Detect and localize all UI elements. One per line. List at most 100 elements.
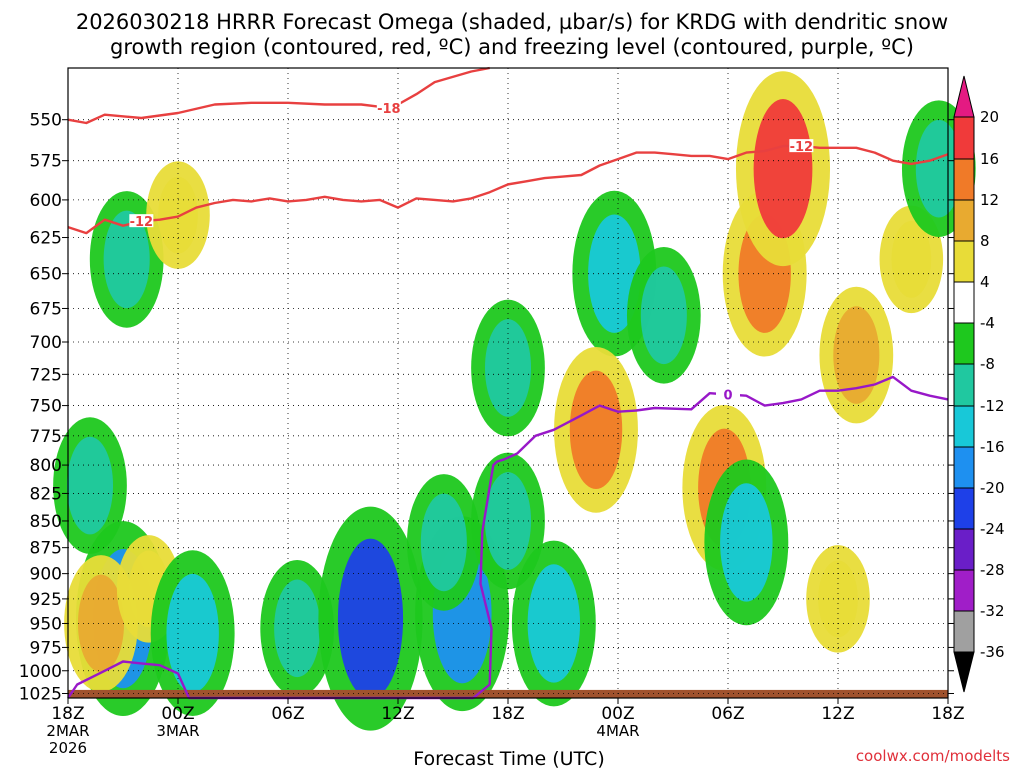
credit-text[interactable]: coolwx.com/modelts: [856, 747, 1010, 765]
colorbar-swatch: [953, 363, 975, 407]
chart-title-line1: 2026030218 HRRR Forecast Omega (shaded, …: [76, 10, 948, 34]
colorbar-swatch: [953, 569, 975, 612]
colorbar-label: -16: [980, 438, 1005, 456]
y-tick-label: 775: [30, 427, 62, 447]
colorbar-label: -36: [980, 643, 1005, 661]
contour-minus12-high: [617, 144, 949, 166]
colorbar: 20 16 12 8 4 -4 -8 -12 -16 -20 -24 -28 -32 -36: [953, 75, 1005, 693]
omega-cell-core: [158, 176, 198, 254]
colorbar-label: 4: [980, 273, 990, 291]
contour-minus18-label: -18: [377, 102, 401, 117]
omega-cell-core: [569, 370, 623, 490]
omega-cell-core: [484, 319, 532, 417]
y-tick-label: 550: [30, 111, 62, 131]
y-tick-label: 900: [30, 565, 62, 585]
y-tick-label: 825: [30, 484, 62, 504]
y-tick-label: 625: [30, 229, 62, 249]
colorbar-swatch: [953, 487, 975, 530]
x-tick-label: 2MAR: [46, 722, 89, 740]
colorbar-swatch: [953, 528, 975, 571]
colorbar-label: -24: [980, 520, 1005, 538]
y-tick-label: 975: [30, 638, 62, 658]
colorbar-swatch: [953, 281, 975, 324]
colorbar-swatch: [953, 240, 975, 283]
colorbar-label: -32: [980, 602, 1005, 620]
y-tick-label: 850: [30, 512, 62, 532]
contour-minus18: [67, 66, 490, 125]
colorbar-label: -28: [980, 561, 1005, 579]
colorbar-label: -20: [980, 479, 1005, 497]
plot-area: -18 -12 -12 0: [53, 66, 976, 731]
omega-cell-core: [77, 574, 125, 673]
colorbar-top-arrow: [953, 75, 975, 118]
colorbar-swatch: [953, 116, 975, 160]
omega-cell-core: [274, 579, 321, 678]
y-tick-label: 650: [30, 265, 62, 285]
omega-shading: [53, 71, 976, 731]
freezing-level-contour: [67, 375, 949, 700]
omega-cell-core: [720, 483, 773, 602]
colorbar-swatch: [953, 610, 975, 653]
contours: -18 -12 -12 0: [67, 66, 949, 700]
y-axis: 550 575 600 625 650 675 700 725 750 775 800 825 850 8…: [19, 111, 954, 705]
y-tick-label: 575: [30, 152, 62, 172]
x-tick-label: 18Z: [931, 704, 964, 724]
freezing-level-contour-label: 0: [723, 388, 732, 403]
y-tick-label: 600: [30, 191, 62, 211]
y-tick-label: 1025: [19, 685, 62, 705]
x-tick-label: 2026: [49, 739, 87, 757]
x-axis-label: Forecast Time (UTC): [413, 748, 604, 768]
omega-cell-core: [337, 538, 404, 699]
x-tick-label: 12Z: [381, 704, 414, 724]
y-tick-label: 950: [30, 614, 62, 634]
x-tick-label: 18Z: [51, 704, 84, 724]
y-tick-label: 675: [30, 299, 62, 319]
omega-cell-core: [166, 573, 219, 693]
omega-cell-core: [915, 119, 962, 218]
x-tick-label: 18Z: [491, 704, 524, 724]
x-tick-label: 00Z: [601, 704, 634, 724]
colorbar-bottom-arrow: [953, 651, 975, 693]
colorbar-label: -12: [980, 397, 1005, 415]
colorbar-label: 12: [980, 191, 999, 209]
colorbar-label: -8: [980, 355, 995, 373]
contour-minus12-low-label-bg: [129, 214, 154, 228]
colorbar-label: -4: [980, 314, 995, 332]
x-tick-label: 06Z: [271, 704, 304, 724]
plot-grid: [67, 68, 949, 698]
omega-cell-core: [891, 220, 932, 298]
omega-cell-core: [420, 493, 467, 592]
contour-minus12-low-label: -12: [130, 215, 154, 230]
x-tick-label: 4MAR: [596, 722, 639, 740]
contour-minus12-high-label-bg: [789, 139, 814, 153]
omega-cell-core: [753, 99, 813, 239]
y-tick-label: 750: [30, 397, 62, 417]
y-tick-label: 800: [30, 456, 62, 476]
y-tick-label: 925: [30, 590, 62, 610]
freezing-level-contour-label-bg: [716, 387, 740, 401]
y-tick-label: 725: [30, 365, 62, 385]
x-tick-label: 12Z: [821, 704, 854, 724]
omega-cell-core: [833, 306, 880, 404]
colorbar-swatch: [953, 199, 975, 242]
x-tick-label: 00Z: [161, 704, 194, 724]
colorbar-swatch: [953, 405, 975, 448]
colorbar-label: 20: [980, 108, 999, 126]
contour-minus12-low: [67, 157, 619, 235]
colorbar-swatch: [953, 446, 975, 489]
colorbar-swatch: [953, 322, 975, 365]
omega-cell-core: [640, 266, 687, 365]
y-tick-label: 700: [30, 333, 62, 353]
x-tick-label: 3MAR: [156, 722, 199, 740]
y-tick-label: 1000: [19, 662, 62, 682]
omega-cell-core: [66, 436, 114, 535]
contour-minus18-label-bg: [376, 100, 401, 114]
y-tick-label: 875: [30, 539, 62, 559]
colorbar-swatch: [953, 158, 975, 201]
colorbar-label: 16: [980, 150, 999, 168]
chart-title-line2: growth region (contoured, red, ºC) and f…: [110, 35, 914, 59]
x-tick-label: 06Z: [711, 704, 744, 724]
contour-minus12-high-label: -12: [790, 140, 814, 155]
